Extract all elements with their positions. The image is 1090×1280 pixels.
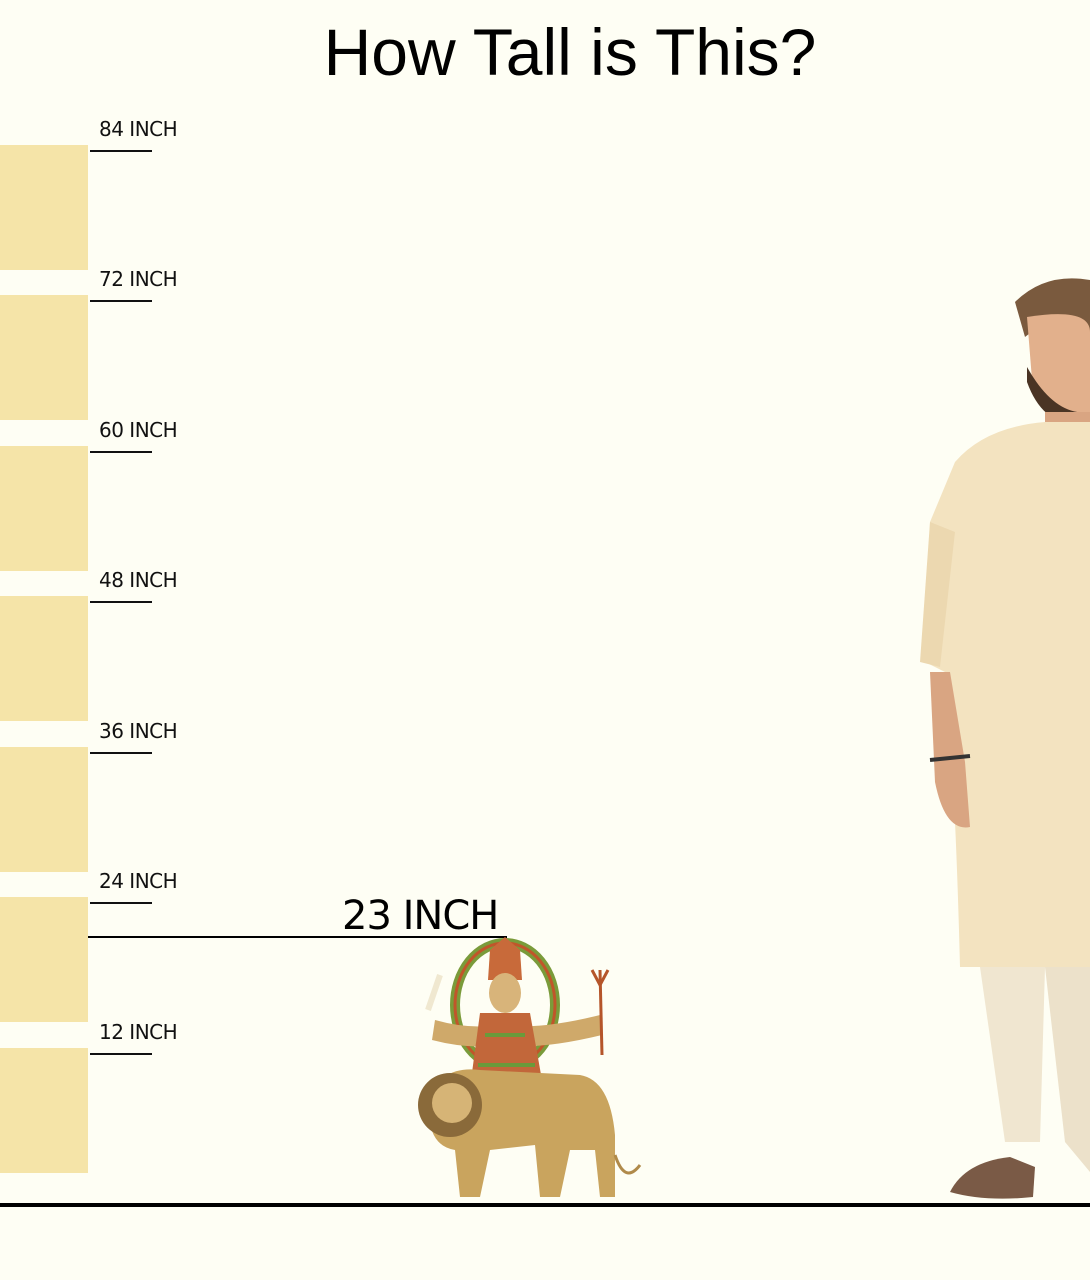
scale-bar [0, 446, 88, 571]
scale-tick-label: 48 INCH [99, 568, 178, 592]
scale-bar [0, 1048, 88, 1173]
reference-man-image [920, 278, 1090, 1199]
scale-tick [90, 601, 152, 603]
scale-tick-label: 12 INCH [99, 1020, 178, 1044]
page-title: How Tall is This? [323, 15, 817, 89]
durga-statue-image [418, 937, 642, 1197]
scale-tick [90, 300, 152, 302]
scale-tick [90, 902, 152, 904]
scale-tick [90, 752, 152, 754]
scale-bar [0, 897, 88, 1022]
product-height-label: 23 INCH [342, 893, 499, 939]
scale-tick-label: 84 INCH [99, 117, 178, 141]
ground-line [0, 1203, 1090, 1207]
scale-bar [0, 295, 88, 420]
scale-tick [90, 150, 152, 152]
scale-bar [0, 596, 88, 721]
scale-tick-label: 36 INCH [99, 719, 178, 743]
scale-bar [0, 145, 88, 270]
scale-tick-label: 72 INCH [99, 267, 178, 291]
scale-tick-label: 24 INCH [99, 869, 178, 893]
scale-tick [90, 451, 152, 453]
product-height-line [88, 936, 507, 938]
scale-bar [0, 747, 88, 872]
scale-tick-label: 60 INCH [99, 418, 178, 442]
scale-tick [90, 1053, 152, 1055]
